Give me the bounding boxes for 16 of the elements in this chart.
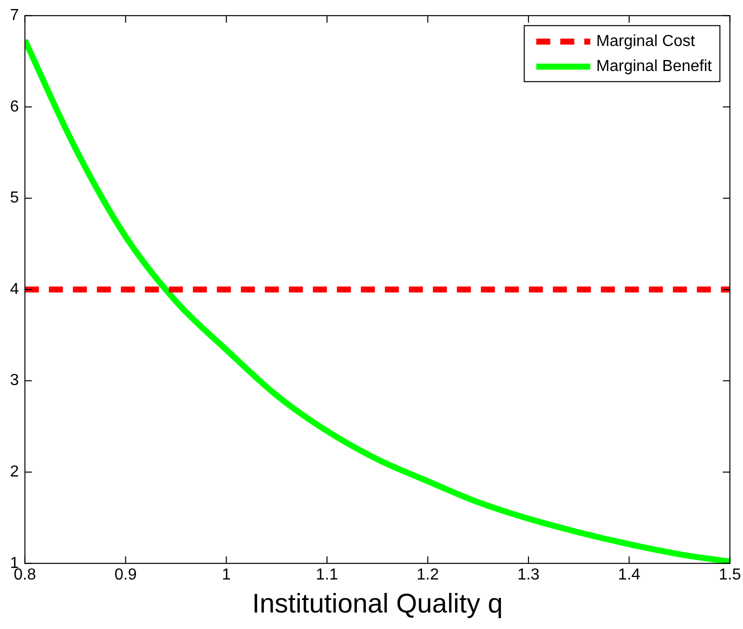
- y-tick-label: 3: [10, 372, 19, 390]
- x-axis-title: Institutional Quality q: [252, 588, 503, 618]
- y-tick-label: 2: [10, 464, 19, 481]
- x-tick-label: 1.4: [618, 566, 640, 584]
- legend-label: Marginal Cost: [596, 33, 696, 50]
- x-tick-label: 1.3: [517, 566, 540, 584]
- x-tick-label: 1.5: [718, 566, 742, 584]
- y-tick-label: 5: [10, 190, 19, 207]
- y-tick-label: 4: [10, 280, 19, 298]
- x-tick-label: 1.2: [416, 566, 439, 584]
- x-tick-label: 1.1: [316, 566, 338, 584]
- legend-label: Marginal Benefit: [596, 58, 712, 76]
- y-tick-label: 7: [10, 7, 19, 24]
- x-tick-label: 1: [222, 566, 231, 584]
- x-tick-label: 0.9: [114, 566, 137, 584]
- y-tick-label: 6: [10, 98, 19, 116]
